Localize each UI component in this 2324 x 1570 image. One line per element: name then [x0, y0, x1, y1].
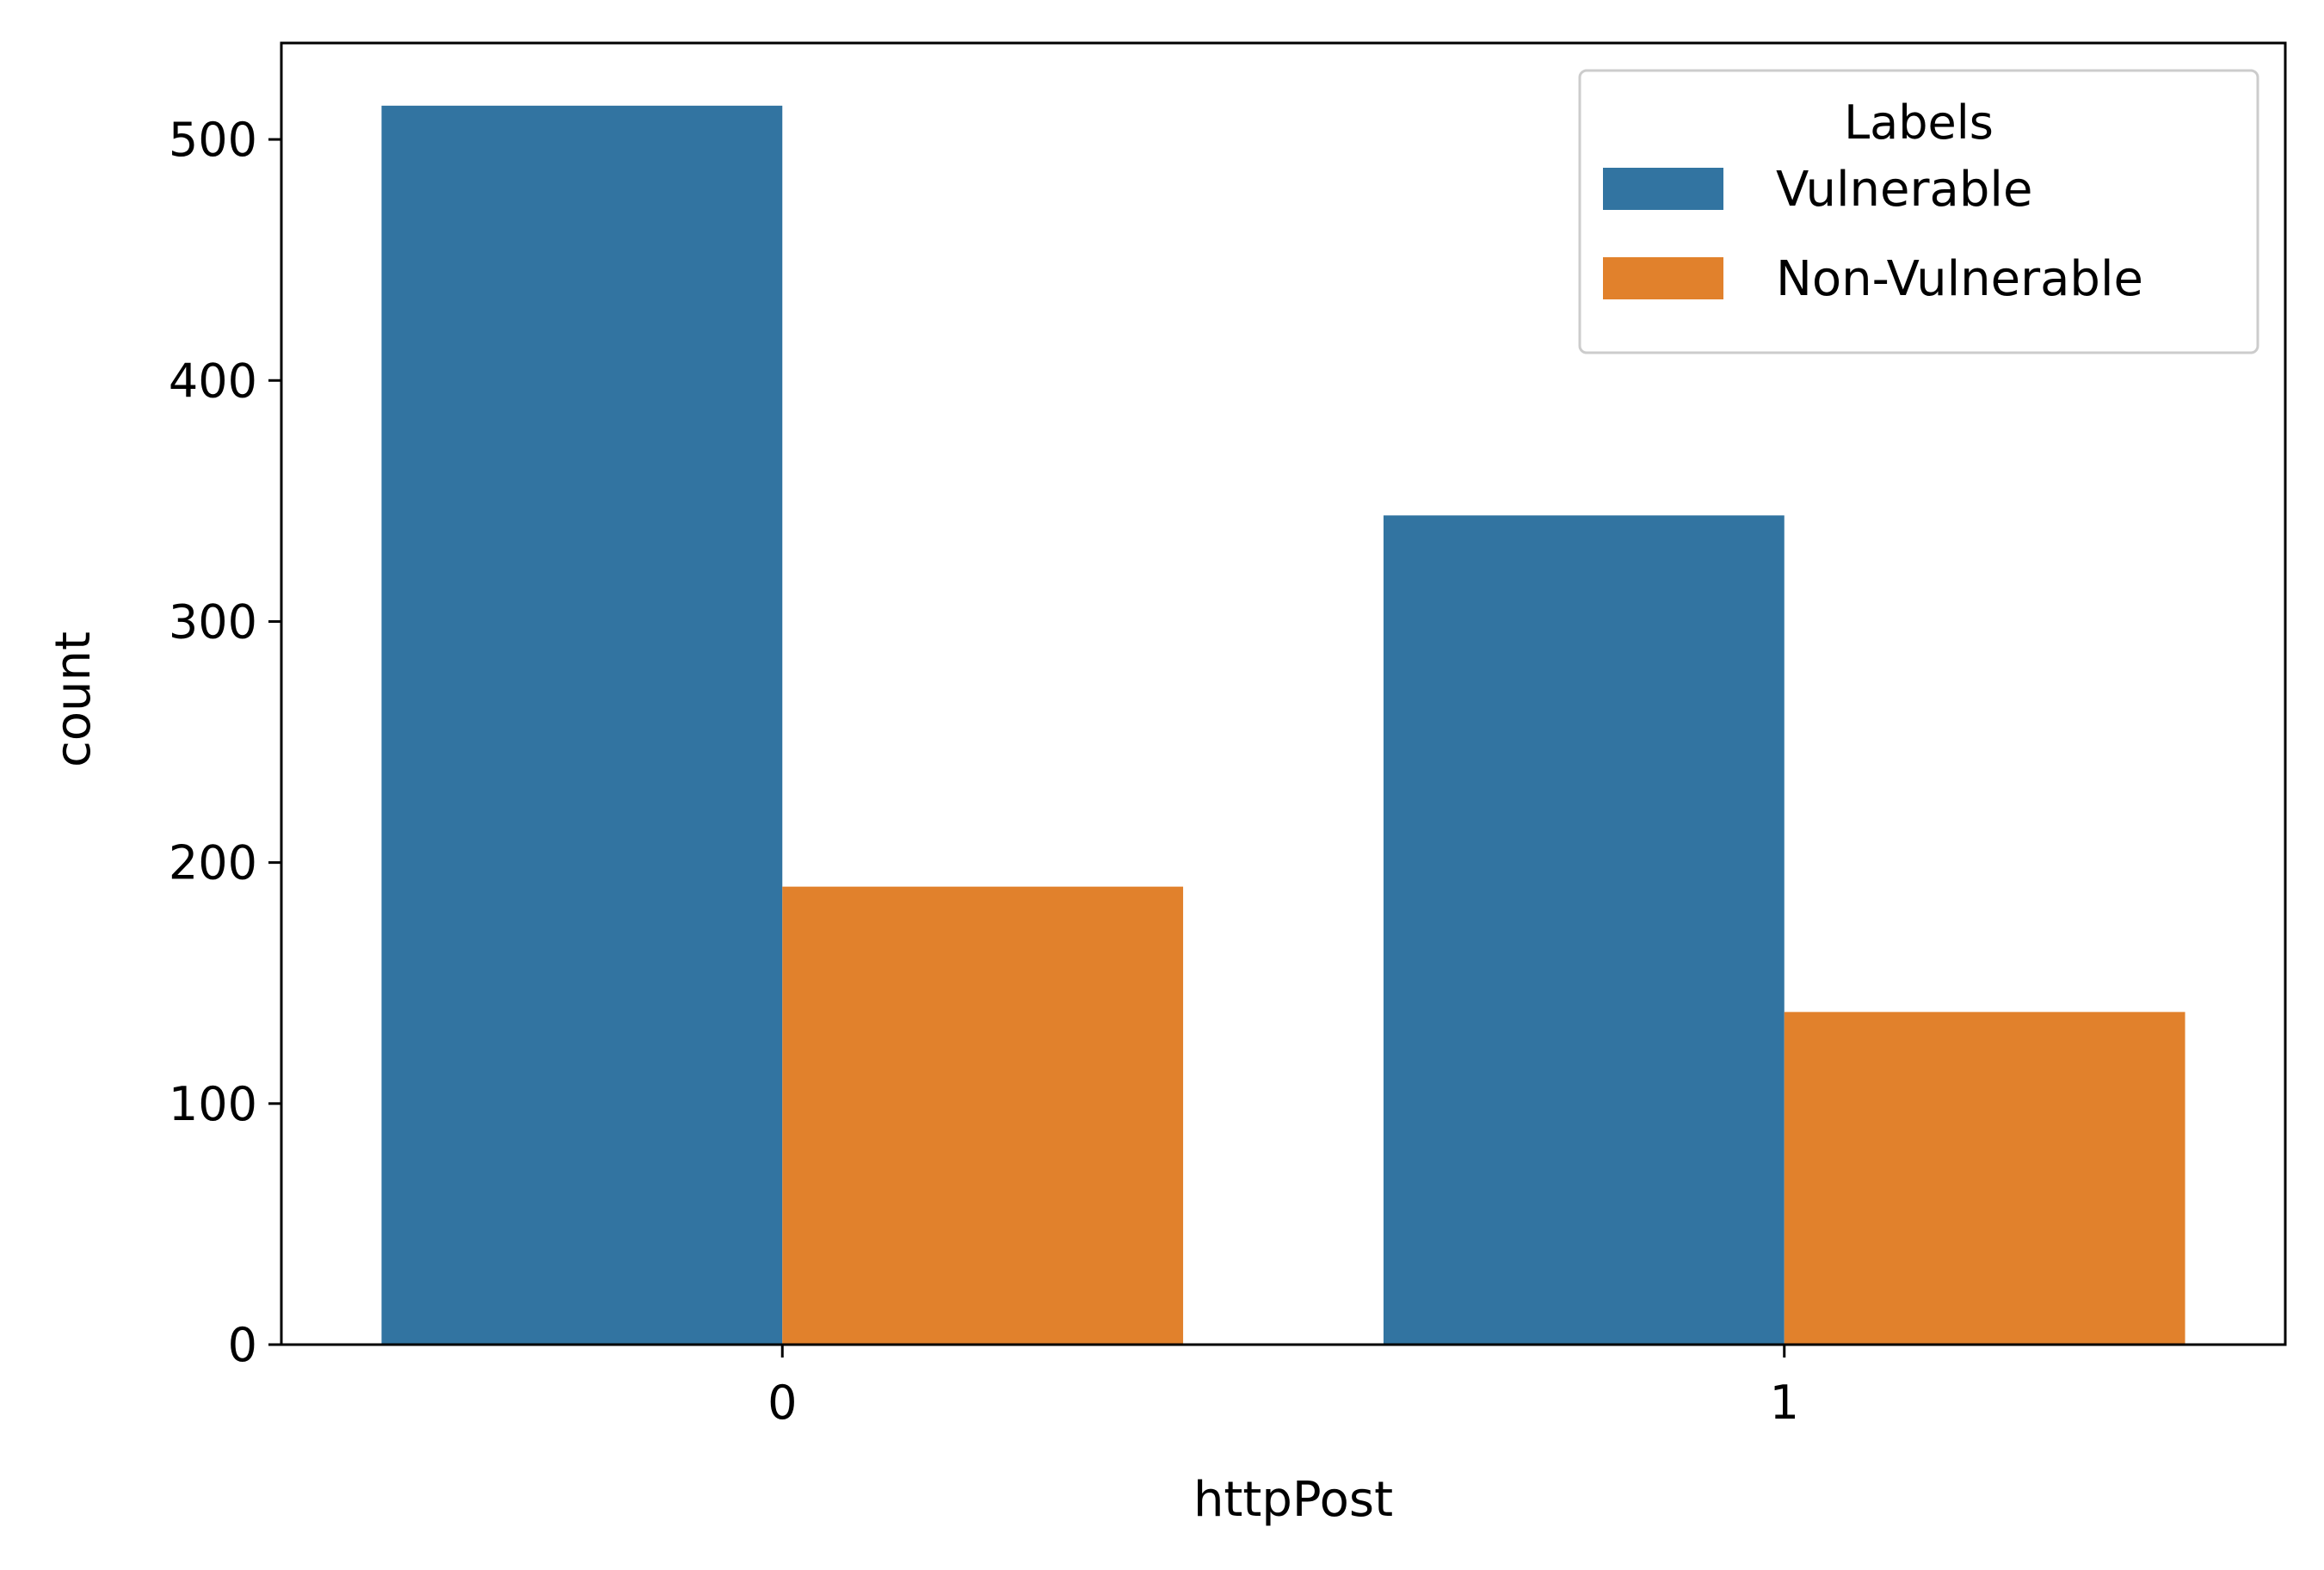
y-axis-label: count	[46, 631, 102, 767]
bar-non-vulnerable-0	[782, 886, 1184, 1345]
y-tick-label-400: 400	[169, 354, 257, 408]
y-tick-label-300: 300	[169, 594, 257, 649]
bar-vulnerable-1	[1383, 515, 1785, 1345]
bar-vulnerable-0	[381, 105, 783, 1345]
x-tick-label-0: 0	[767, 1376, 797, 1430]
y-tick-label-200: 200	[169, 836, 257, 890]
plot-frame	[280, 41, 2287, 1346]
y-tick-label-500: 500	[169, 113, 257, 167]
axes-layer: 0 100 200 300 400 500 0 1	[169, 41, 2287, 1430]
y-tick-label-0: 0	[228, 1318, 257, 1372]
x-axis-label: httpPost	[1193, 1472, 1393, 1528]
legend-swatch-vulnerable	[1603, 168, 1723, 210]
y-tick-label-100: 100	[169, 1077, 257, 1131]
legend-swatch-non-vulnerable	[1603, 257, 1723, 299]
bars-layer	[381, 105, 2185, 1345]
bar-non-vulnerable-1	[1784, 1012, 2185, 1345]
x-tick-label-1: 1	[1770, 1376, 1799, 1430]
legend-label-vulnerable: Vulnerable	[1776, 162, 2032, 218]
legend-label-non-vulnerable: Non-Vulnerable	[1776, 251, 2143, 307]
chart-legend: Labels Vulnerable Non-Vulnerable	[1578, 69, 2259, 354]
legend-box	[1578, 69, 2259, 354]
legend-title: Labels	[1844, 95, 1994, 150]
